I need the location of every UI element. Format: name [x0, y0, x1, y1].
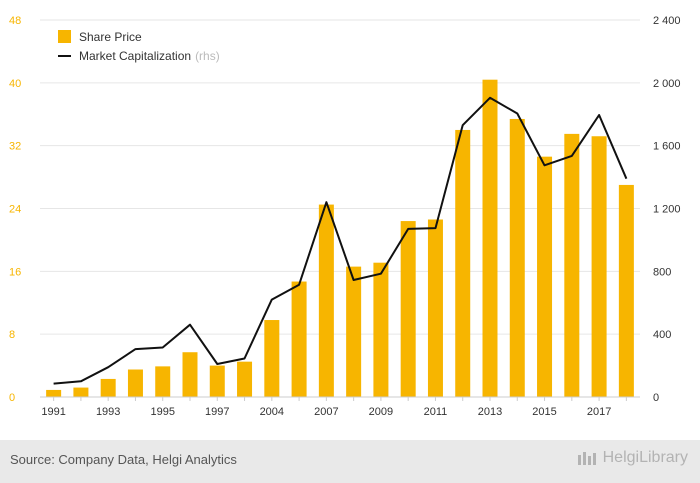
- axes: 0 0 8 400 16 800 24 1 200 32 1 600 40 2 000 48 2 400 1…: [9, 15, 681, 418]
- bar-share-price: [318, 204, 334, 397]
- x-tick-label: 2004: [260, 406, 284, 418]
- bar-share-price: [73, 387, 89, 397]
- bar-share-price: [455, 129, 471, 398]
- chart-area: 0 0 8 400 16 800 24 1 200 32 1 600 40 2 000 48 2 400 1…: [9, 15, 681, 418]
- left-tick-label: 48: [9, 15, 21, 27]
- bar-share-price: [373, 262, 389, 397]
- bar-share-price: [509, 118, 525, 398]
- logo-text: HelgiLibrary: [602, 449, 688, 466]
- bar-share-price: [209, 365, 225, 397]
- x-tick-label: 1995: [150, 406, 174, 418]
- legend-market-cap-name: Market Capitalization: [79, 49, 191, 63]
- left-tick-label: 0: [9, 392, 15, 404]
- helgi-library-logo: HelgiLibrary: [577, 449, 688, 467]
- bar-share-price: [155, 366, 171, 397]
- legend-share-price-label: Share Price: [79, 30, 142, 44]
- library-icon: [577, 452, 596, 465]
- x-tick-label: 1997: [205, 406, 229, 418]
- right-tick-label: 800: [653, 266, 671, 278]
- right-tick-label: 1 200: [653, 204, 681, 216]
- legend-share-price-swatch: [58, 30, 71, 43]
- left-tick-label: 24: [9, 204, 21, 216]
- x-tick-label: 2011: [424, 406, 448, 418]
- bar-share-price: [591, 136, 607, 397]
- source-text: Source: Company Data, Helgi Analytics: [10, 452, 237, 467]
- x-tick-label: 2017: [587, 406, 611, 418]
- left-tick-label: 32: [9, 141, 21, 153]
- bar-share-price: [482, 79, 498, 398]
- x-tick-label: 2007: [314, 406, 338, 418]
- bar-share-price: [237, 361, 253, 397]
- line-market-capitalization: [53, 96, 628, 385]
- right-tick-label: 0: [653, 392, 659, 404]
- footer: Source: Company Data, Helgi Analytics He…: [0, 440, 700, 483]
- x-tick-label: 2009: [369, 406, 393, 418]
- x-tick-label: 1993: [96, 406, 120, 418]
- left-tick-label: 16: [9, 266, 21, 278]
- legend-market-cap-label: Market Capitalization (rhs): [79, 49, 220, 63]
- right-tick-label: 2 400: [653, 15, 681, 27]
- right-tick-label: 1 600: [653, 141, 681, 153]
- bar-share-price: [264, 320, 280, 397]
- x-tick-label: 2015: [532, 406, 556, 418]
- x-tick-label: 1991: [41, 406, 65, 418]
- bar-share-price: [127, 369, 143, 397]
- bar-share-price: [346, 266, 362, 397]
- bar-share-price: [182, 352, 198, 397]
- bar-share-price: [100, 378, 116, 397]
- bar-share-price: [564, 133, 580, 397]
- right-tick-label: 400: [653, 329, 671, 341]
- x-tick-label: 2013: [478, 406, 502, 418]
- left-tick-label: 40: [9, 78, 21, 90]
- legend-market-cap-suffix: (rhs): [195, 49, 220, 63]
- legend: Share Price Market Capitalization (rhs): [58, 30, 220, 63]
- left-tick-label: 8: [9, 329, 15, 341]
- bar-share-price: [537, 156, 553, 397]
- share-price-bars: [46, 79, 634, 398]
- bar-share-price: [618, 184, 634, 397]
- market-cap-line: [53, 96, 628, 385]
- bar-share-price: [427, 219, 443, 397]
- bar-share-price: [46, 389, 62, 397]
- bar-share-price: [291, 281, 307, 397]
- bar-share-price: [400, 221, 416, 397]
- right-tick-label: 2 000: [653, 78, 681, 90]
